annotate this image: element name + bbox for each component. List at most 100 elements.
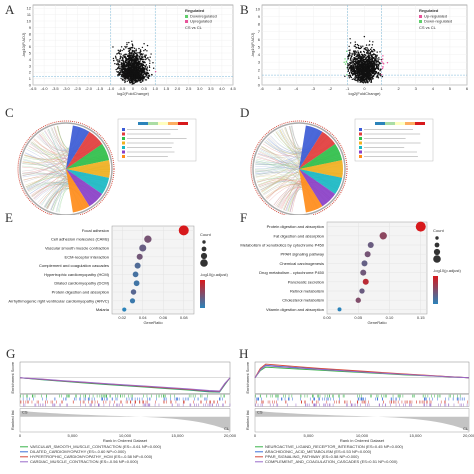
data-point <box>360 70 363 72</box>
data-point <box>135 54 138 57</box>
data-point <box>127 58 129 60</box>
data-point <box>357 57 359 60</box>
data-point <box>352 70 354 73</box>
data-point <box>118 52 121 55</box>
data-point <box>362 67 364 70</box>
data-point <box>131 63 133 66</box>
panel-a: A -4.5 -4.0 -3.5 -3.0 -2.5 -2.0 -1.5 -1.0 -0.5 0 0… <box>0 0 237 105</box>
data-point <box>365 60 368 63</box>
chord-sector <box>66 160 111 178</box>
data-point <box>120 68 122 71</box>
x-tick-label: 1 <box>380 86 383 91</box>
y-tick-label: 3 <box>29 63 32 68</box>
y-tick-label: 4 <box>29 57 32 62</box>
data-point <box>376 74 378 76</box>
data-point <box>349 42 352 44</box>
data-point <box>350 64 352 67</box>
data-point <box>119 50 122 53</box>
chord-gradient-swatch <box>178 122 188 125</box>
data-point <box>133 73 136 75</box>
data-point <box>355 63 358 65</box>
data-point <box>146 66 149 68</box>
pathway-label: Protein digestion and absorption <box>52 290 109 295</box>
pathway-label: Malaria <box>96 307 110 312</box>
data-point <box>117 67 119 69</box>
data-point <box>128 79 130 81</box>
data-point <box>113 59 115 62</box>
data-point <box>372 48 375 51</box>
data-point <box>354 50 357 52</box>
data-point <box>359 60 362 62</box>
x-tick-label: 20,000 <box>463 433 474 438</box>
data-point <box>154 70 157 73</box>
chord-legend-swatch <box>122 146 125 149</box>
chord-diagram-c <box>17 118 197 215</box>
panel-label-h: H <box>239 346 249 361</box>
data-point <box>124 80 127 82</box>
data-point <box>371 75 374 78</box>
data-point <box>130 60 133 63</box>
pathway-dot <box>139 244 147 252</box>
panel-h: H Enrichment Score CS CL Ranked list 0 5,000 1… <box>237 340 474 474</box>
data-point <box>355 66 358 68</box>
data-point <box>349 38 351 40</box>
data-point <box>141 68 143 70</box>
pathway-dot <box>415 221 426 232</box>
data-point <box>123 65 125 67</box>
x-tick-label: 5,000 <box>67 433 78 438</box>
data-point <box>122 67 125 69</box>
data-point <box>359 58 361 60</box>
y-tick-label: 1 <box>29 76 32 81</box>
rank-axis-label: Ranked list <box>245 409 250 430</box>
data-point <box>124 53 126 56</box>
pathway-dot <box>130 289 137 295</box>
data-point <box>143 70 146 72</box>
data-point <box>347 58 349 60</box>
data-point <box>354 64 357 66</box>
pathway-label: Hypertrophic cardiomyopathy (HCM) <box>44 272 110 277</box>
data-point <box>121 62 123 64</box>
data-point <box>357 81 359 83</box>
panel-c: C <box>0 105 237 215</box>
data-point <box>369 74 371 76</box>
data-point <box>362 80 365 82</box>
data-point <box>139 49 142 51</box>
data-point <box>378 58 380 61</box>
data-point <box>373 68 375 70</box>
data-point <box>125 77 127 79</box>
data-point <box>133 51 136 53</box>
panel-label-c: C <box>5 105 14 120</box>
data-point <box>368 62 370 65</box>
x-tick-label: 3.5 <box>208 86 214 91</box>
rank-axis-label: Ranked list <box>10 409 15 430</box>
data-point <box>128 66 130 69</box>
data-point <box>151 74 153 76</box>
data-point <box>368 52 371 55</box>
data-point <box>131 71 133 73</box>
y-tick-label: 7 <box>258 29 261 34</box>
data-point <box>143 55 145 58</box>
data-point <box>357 79 360 81</box>
data-point <box>149 60 151 62</box>
legend-label: ARACHIDONIC_ACID_METABOLISM (ES=0.53 NP=… <box>265 449 372 454</box>
data-point <box>353 50 355 52</box>
data-point <box>369 78 372 80</box>
data-point <box>380 75 382 77</box>
y-tick-label: 0 <box>258 83 261 88</box>
data-point <box>138 77 141 80</box>
data-point <box>125 65 128 68</box>
data-point <box>377 64 380 66</box>
data-point <box>346 73 348 76</box>
data-point <box>146 76 148 78</box>
data-point <box>371 59 373 62</box>
data-point <box>373 53 376 56</box>
data-point <box>354 78 357 80</box>
data-point <box>349 59 352 61</box>
data-point <box>362 45 364 47</box>
y-tick-label: 0 <box>29 83 32 88</box>
data-point <box>373 65 375 67</box>
data-point <box>361 64 363 67</box>
data-point <box>132 58 134 61</box>
data-point <box>125 47 127 49</box>
plot-frame <box>326 221 428 315</box>
